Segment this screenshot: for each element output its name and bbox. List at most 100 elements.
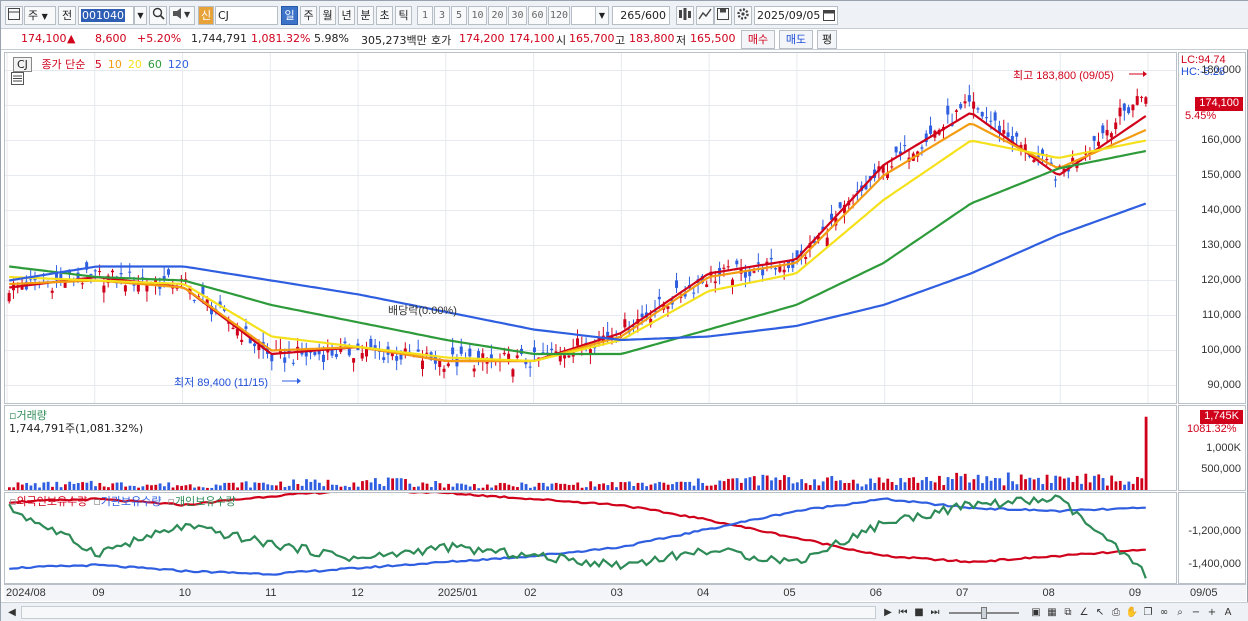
legend-marker-icon: ▫ [167,495,175,508]
volume-bar [111,483,115,490]
tab-period[interactable]: 일 [281,6,298,25]
stop-icon[interactable]: ■ [914,607,924,618]
gear-icon[interactable] [734,6,752,25]
indicator-menu-icon[interactable] [11,72,24,85]
volume-bar [305,479,308,490]
volume-y-label: 1,000K [1206,442,1241,454]
volume-bar [554,482,558,490]
new-button[interactable]: 신 [198,6,214,25]
eval-button[interactable]: 평 [817,30,837,49]
volume-bar [1062,478,1066,490]
volume-bar [12,487,16,490]
period-type-select[interactable]: 주 ▼ [24,6,56,25]
cursor-icon[interactable]: ↖ [1095,607,1105,618]
scroll-right-icon[interactable]: ▶ [884,607,892,618]
font-size-icon[interactable]: A [1224,607,1232,618]
tab-period[interactable]: 월 [319,6,336,25]
zoom-in-icon[interactable]: + [1207,607,1217,618]
interval-button[interactable]: 20 [488,6,507,25]
candle-body [257,344,261,350]
price-pane[interactable]: CJ 종가 단순 5 10 20 60 120 최고 183,800 (09/05) 최… [4,52,1177,404]
zoom-slider-handle[interactable] [981,607,987,619]
ma-legend-item[interactable]: 60 [147,58,162,71]
holdings-legend-item[interactable]: 기관보유수량 [100,495,162,508]
layout-icon[interactable]: ▣ [1031,607,1041,618]
link-icon[interactable]: ∞ [1159,607,1169,618]
candle-body [459,346,463,354]
drawing-icon[interactable] [696,6,714,25]
copy-icon[interactable]: ❐ [1143,607,1153,618]
save-icon[interactable] [714,6,732,25]
interval-button[interactable]: 120 [548,6,570,25]
scroll-left-icon[interactable]: ◀ [8,607,16,618]
open-label: 시 [556,34,567,47]
ma-legend-item[interactable]: 10 [107,58,122,71]
volume-bar [666,484,670,490]
zoom-search-icon[interactable]: ⌕ [1177,607,1183,618]
fast-forward-icon[interactable]: ⏭ [930,607,940,618]
volume-bar [399,478,403,490]
calendar-icon[interactable] [823,9,835,26]
ma-line-5 [9,112,1147,363]
interval-button[interactable]: 5 [451,6,467,25]
holdings-legend-item[interactable]: 개인보유수량 [174,495,236,508]
search-icon[interactable] [149,6,167,25]
speaker-icon[interactable]: ▼ [169,6,195,25]
hand-icon[interactable]: ✋ [1125,607,1139,618]
prev-button[interactable]: 전 [58,6,76,25]
interval-button[interactable]: 3 [434,6,450,25]
holdings-pane[interactable]: ▫외국인보유수량 ▫기관보유수량 ▫개인보유수량 [4,492,1177,584]
holdings-legend-item[interactable]: 외국인보유수량 [16,495,88,508]
volume-bar [589,481,593,490]
chevron-down-icon[interactable]: ▼ [595,6,609,25]
ma-legend-item[interactable]: 20 [127,58,142,71]
holdings-line [9,493,1146,564]
volume-bar [1011,481,1015,490]
interval-button[interactable]: 10 [468,6,487,25]
count-input[interactable]: 265/600 [612,6,670,25]
compare-icon[interactable]: ⧉ [1064,607,1072,618]
print-icon[interactable]: ⎙ [1112,607,1120,618]
tab-period[interactable]: 년 [338,6,355,25]
buy-button[interactable]: 매수 [741,30,775,49]
stock-code-input[interactable]: 001040 [78,6,134,25]
ma-legend-item[interactable]: 5 [94,58,102,71]
tab-period[interactable]: 초 [376,6,393,25]
sell-button[interactable]: 매도 [779,30,813,49]
interval-button[interactable]: 60 [528,6,547,25]
candle-body [976,108,980,110]
stock-name-input[interactable]: CJ [215,6,278,25]
chevron-down-icon[interactable]: ▼ [134,6,147,25]
volume-bar [313,479,317,490]
volume-bar [206,487,209,490]
candle-body [610,335,614,340]
volume-bar [214,484,218,490]
scroll-track[interactable] [21,606,876,619]
ma-legend-item[interactable]: 120 [167,58,189,71]
candle-body [532,347,536,353]
zoom-out-icon[interactable]: − [1191,607,1201,618]
volume-bar [1105,485,1109,490]
volume-bar [442,487,446,490]
volume-pane[interactable]: ▫거래량 1,744,791주(1,081.32%) [4,405,1177,491]
date-input[interactable]: 2025/09/05 [754,6,838,25]
volume-bar [864,484,868,490]
rewind-icon[interactable]: ⏮ [898,607,908,618]
volume-bar [804,483,808,490]
grid-icon[interactable]: ▦ [1047,607,1057,618]
interval-button[interactable]: 1 [417,6,433,25]
stock-name-tag[interactable]: CJ [13,57,32,72]
angle-icon[interactable]: ∠ [1079,607,1089,618]
candle-body [929,125,933,134]
crosshair-icon[interactable] [676,6,694,25]
candle-body [700,276,704,284]
tab-period[interactable]: 분 [357,6,374,25]
high-label: 고 [615,34,626,47]
chart-window-icon[interactable] [5,6,23,25]
candle-body [373,345,377,351]
tab-period[interactable]: 주 [300,6,317,25]
tab-period[interactable]: 틱 [395,6,412,25]
interval-button[interactable]: 30 [508,6,527,25]
max-annotation: 최고 183,800 (09/05) [1013,70,1114,82]
candle-body [649,318,653,325]
